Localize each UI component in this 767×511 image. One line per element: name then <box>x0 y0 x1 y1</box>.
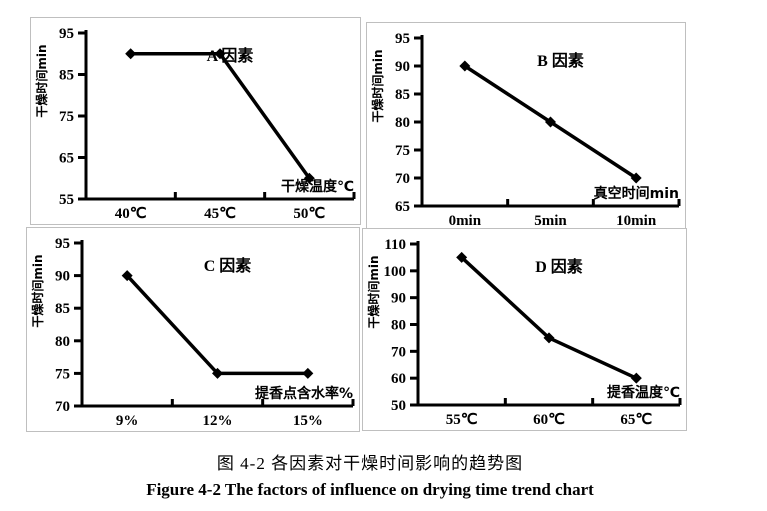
chart-title: D 因素 <box>535 257 583 276</box>
y-tick-label: 95 <box>395 31 410 47</box>
y-tick-label: 55 <box>59 192 74 208</box>
figure-captions: 图 4-2 各因素对干燥时间影响的趋势图 Figure 4-2 The fact… <box>0 449 740 500</box>
x-tick-label: 50℃ <box>293 206 325 222</box>
y-tick-label: 90 <box>395 59 410 75</box>
data-line <box>125 274 308 376</box>
y-tick-label: 75 <box>395 143 410 159</box>
chart-panel-a: 95 85 75 65 55 40℃ 45℃ 50℃ A 因素干燥温度℃ 干燥时间min <box>30 17 361 225</box>
x-tick-label: 10min <box>616 213 657 229</box>
x-tick-label: 5min <box>534 213 567 229</box>
y-axis-label: 干燥时间min <box>34 44 49 117</box>
data-point <box>212 367 223 379</box>
y-tick-label: 50 <box>391 398 406 414</box>
x-axis-unit-label: 干燥温度℃ <box>281 178 354 195</box>
y-tick-label: 100 <box>384 264 407 280</box>
data-point <box>459 60 471 72</box>
data-point <box>630 172 642 184</box>
y-tick-label: 85 <box>55 301 70 317</box>
y-tick-label: 70 <box>391 344 406 360</box>
caption-chinese: 图 4-2 各因素对干燥时间影响的趋势图 <box>216 454 524 473</box>
y-tick-label: 70 <box>395 171 410 187</box>
chart-title: C 因素 <box>204 256 252 275</box>
x-axis-unit-label: 真空时间min <box>594 185 679 202</box>
y-tick-label: 95 <box>59 26 74 42</box>
y-tick-label: 75 <box>55 366 70 382</box>
data-line <box>130 52 311 180</box>
y-tick-label: 85 <box>59 68 74 84</box>
y-tick-label: 85 <box>395 87 410 103</box>
data-point <box>121 270 133 282</box>
y-axis-label: 干燥时间min <box>370 49 385 122</box>
y-axis-label: 干燥时间min <box>366 255 381 328</box>
y-tick-label: 70 <box>55 399 70 415</box>
y-tick-label: 80 <box>391 318 406 334</box>
chart-panel-d: 110 100 90 80 70 60 50 55℃ 60℃ 65℃ D 因素提香温度℃ 干燥时间mi… <box>362 228 687 431</box>
x-tick-label: 45℃ <box>204 206 236 222</box>
x-tick-label: 60℃ <box>533 412 565 428</box>
y-tick-label: 80 <box>55 334 70 350</box>
x-tick-label: 65℃ <box>620 412 652 428</box>
chart-title: A 因素 <box>207 46 254 65</box>
x-tick-label: 40℃ <box>115 206 147 222</box>
data-point <box>303 172 315 184</box>
chart-title: B 因素 <box>537 51 584 70</box>
data-point <box>543 332 555 344</box>
data-point <box>125 48 137 60</box>
data-point <box>214 48 226 60</box>
y-tick-label: 60 <box>391 371 406 387</box>
y-tick-label: 95 <box>55 236 70 252</box>
chart-panel-c: 95 90 85 80 75 70 9% 12% 15% C 因素提香点含水率% 干燥时间min <box>26 227 360 432</box>
x-tick-label: 15% <box>293 413 323 429</box>
x-tick-label: 0min <box>449 213 482 229</box>
x-tick-label: 12% <box>203 413 233 429</box>
y-tick-label: 90 <box>391 291 406 307</box>
x-axis-unit-label: 提香点含水率% <box>255 385 353 402</box>
y-axis-label: 干燥时间min <box>30 254 45 327</box>
data-point <box>302 367 314 379</box>
y-tick-label: 65 <box>59 151 74 167</box>
data-point <box>456 251 468 263</box>
x-tick-label: 55℃ <box>446 412 478 428</box>
y-tick-label: 110 <box>384 237 406 253</box>
data-point <box>545 116 556 128</box>
y-tick-label: 80 <box>395 115 410 131</box>
caption-english: Figure 4-2 The factors of influence on d… <box>146 480 594 499</box>
x-axis-unit-label: 提香温度℃ <box>607 384 680 401</box>
data-point <box>630 372 642 384</box>
chart-panel-b: 95 90 85 80 75 70 65 0min 5min 10min B 因素真空时间min 干燥… <box>366 22 686 232</box>
x-tick-label: 9% <box>116 413 138 429</box>
y-tick-label: 75 <box>59 109 74 125</box>
y-tick-label: 65 <box>395 199 410 215</box>
y-tick-label: 90 <box>55 269 70 285</box>
